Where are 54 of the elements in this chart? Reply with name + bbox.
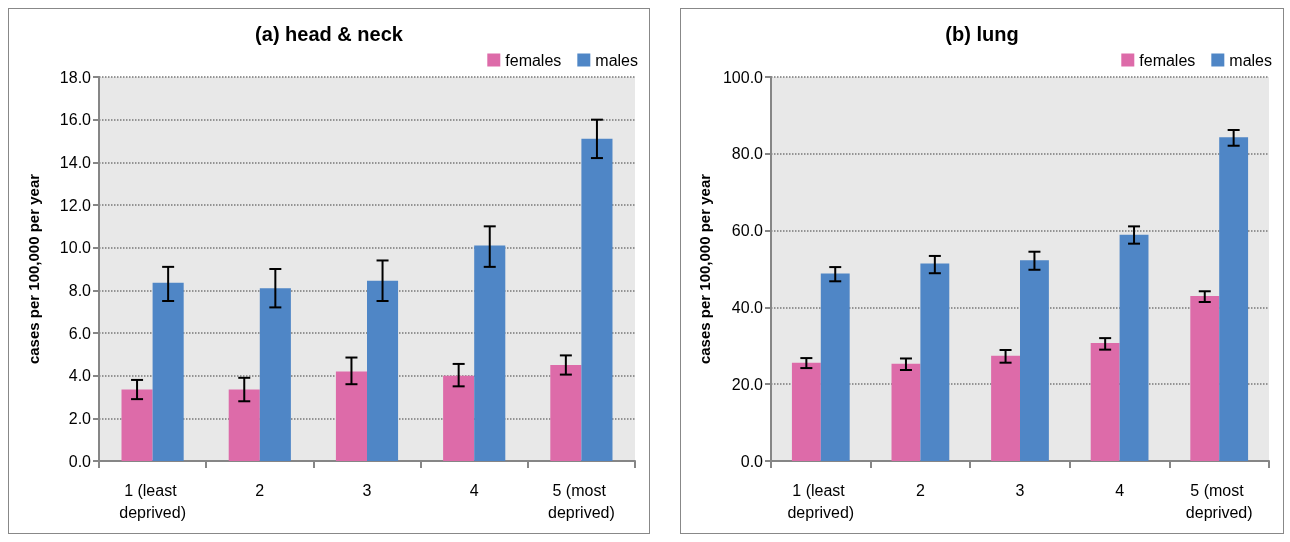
x-tick-label: 5 (most deprived): [1185, 481, 1253, 521]
bar: [791, 362, 821, 461]
bar: [474, 245, 506, 461]
y-tick-label: 100.0: [722, 68, 764, 86]
bar: [121, 389, 153, 461]
x-tick-label: 3: [362, 481, 372, 499]
y-tick-label: 60.0: [731, 222, 764, 240]
legend-label: males: [1229, 51, 1273, 69]
x-tick-label: 2: [255, 481, 265, 499]
y-tick-label: 12.0: [59, 196, 92, 214]
bar: [259, 288, 291, 461]
x-tick-label: 5 (most deprived): [548, 481, 615, 521]
y-tick-label: 0.0: [68, 452, 92, 470]
x-tick-label: 4: [1115, 481, 1125, 499]
x-tick-label: 3: [1015, 481, 1025, 499]
legend-label: females: [505, 51, 562, 69]
y-tick-label: 18.0: [59, 68, 92, 86]
x-tick-label: 1 (least deprived): [119, 481, 186, 521]
bar: [581, 138, 613, 461]
bar: [1090, 343, 1120, 461]
y-tick-label: 6.0: [68, 324, 92, 342]
y-tick-label: 16.0: [59, 111, 92, 129]
legend-label: females: [1139, 51, 1196, 69]
legend-label: males: [595, 51, 639, 69]
y-tick-label: 0.0: [740, 452, 764, 470]
y-tick-label: 14.0: [59, 153, 92, 171]
bar: [335, 371, 367, 461]
x-tick-label: 4: [469, 481, 479, 499]
y-axis-title: cases per 100,000 per year: [696, 173, 714, 365]
bar: [1020, 260, 1049, 461]
chart-title: (b) lung: [945, 23, 1019, 45]
bar: [820, 273, 850, 461]
y-tick-label: 10.0: [59, 239, 92, 257]
bar: [228, 389, 260, 461]
chart-title: (a) head & neck: [255, 23, 404, 45]
y-tick-label: 8.0: [68, 281, 92, 299]
y-tick-label: 2.0: [68, 409, 92, 427]
bar: [1190, 295, 1220, 461]
y-tick-label: 4.0: [68, 367, 92, 385]
y-tick-label: 40.0: [731, 298, 764, 316]
bar: [367, 280, 399, 461]
bar: [920, 263, 950, 461]
bar: [991, 355, 1020, 461]
bar: [891, 363, 921, 461]
y-tick-label: 20.0: [731, 375, 764, 393]
x-tick-label: 1 (least deprived): [787, 481, 855, 521]
y-tick-label: 80.0: [731, 145, 764, 163]
bar: [152, 282, 184, 461]
y-axis-title: cases per 100,000 per year: [25, 173, 42, 365]
x-tick-label: 2: [915, 481, 925, 499]
bar: [443, 375, 475, 461]
bar: [1119, 234, 1149, 461]
bar: [550, 365, 582, 461]
bar: [1219, 137, 1249, 461]
